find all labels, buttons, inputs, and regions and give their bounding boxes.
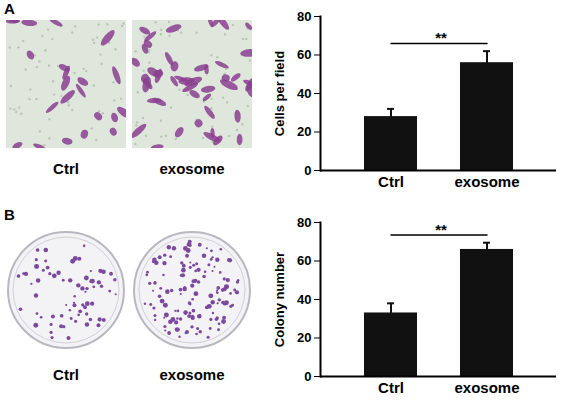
svg-text:80: 80 — [297, 215, 311, 230]
svg-text:Ctrl: Ctrl — [378, 173, 404, 190]
svg-text:Ctrl: Ctrl — [378, 379, 404, 396]
svg-text:0: 0 — [304, 369, 311, 384]
svg-text:exosome: exosome — [454, 379, 519, 396]
svg-text:exosome: exosome — [454, 173, 519, 190]
svg-text:60: 60 — [297, 253, 311, 268]
html-text:B: B — [4, 206, 15, 223]
svg-text:Colony number: Colony number — [272, 252, 287, 347]
svg-text:60: 60 — [297, 47, 311, 62]
html-text:Ctrl: Ctrl — [53, 160, 79, 177]
svg-text:0: 0 — [304, 163, 311, 178]
svg-text:**: ** — [435, 221, 447, 238]
html-text:exosome: exosome — [159, 366, 225, 383]
svg-text:**: ** — [435, 29, 447, 46]
html-text:A: A — [4, 0, 15, 17]
svg-text:Cells per field: Cells per field — [272, 51, 287, 136]
html-text:exosome: exosome — [159, 160, 225, 177]
svg-text:80: 80 — [297, 9, 311, 24]
svg-text:40: 40 — [297, 292, 311, 307]
svg-text:20: 20 — [297, 124, 311, 139]
html-text:Ctrl: Ctrl — [53, 366, 79, 383]
svg-text:40: 40 — [297, 86, 311, 101]
svg-text:20: 20 — [297, 330, 311, 345]
